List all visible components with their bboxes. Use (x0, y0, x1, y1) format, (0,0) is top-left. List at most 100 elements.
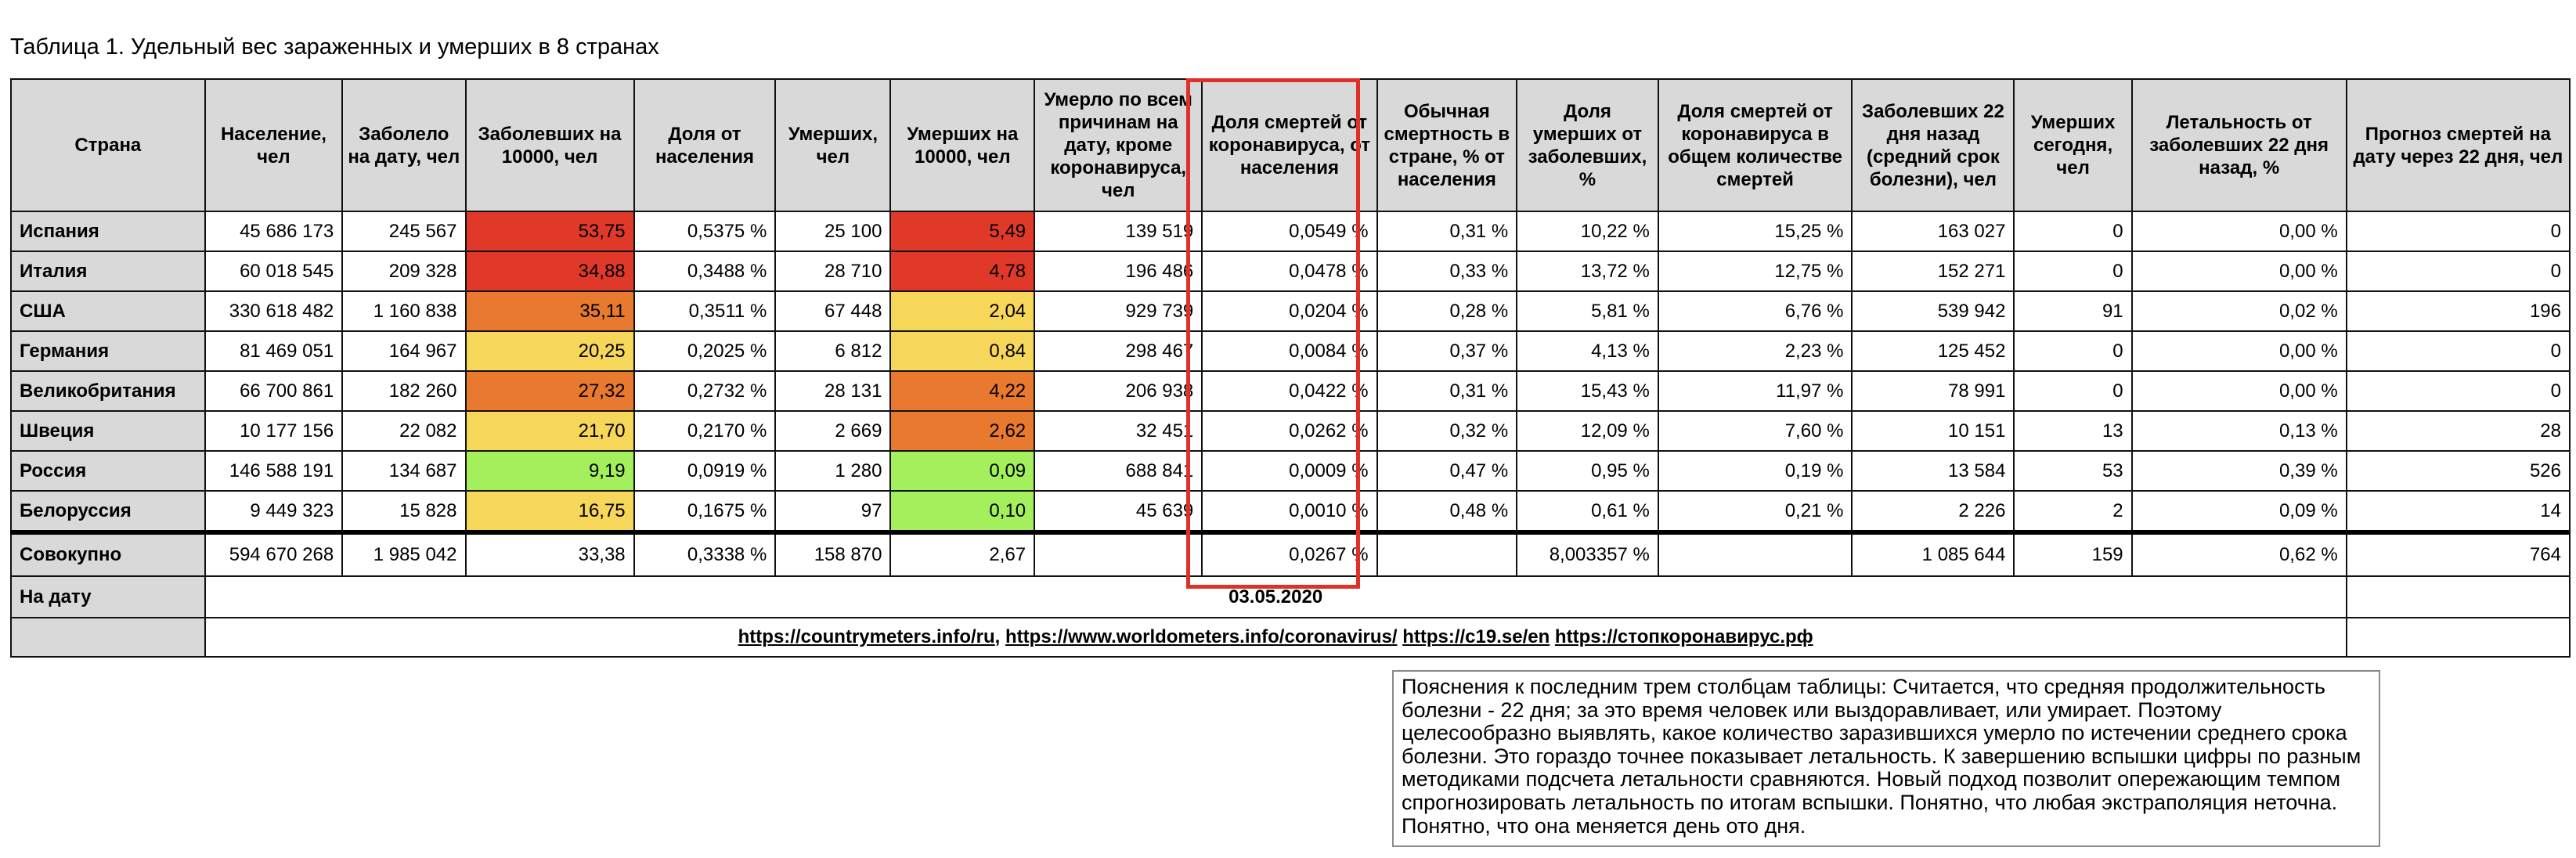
table-cell: 2,62 (889, 410, 1036, 452)
total-cell: 2,67 (889, 530, 1036, 577)
source-links: https://countrymeters.info/ru, https://w… (204, 617, 2347, 658)
table-cell: 0,47 % (1376, 450, 1518, 492)
table-cell: 91 (2013, 290, 2133, 332)
source-link[interactable]: https://countrymeters.info/ru (738, 626, 995, 647)
table-row: Испания 45 686 173 245 567 53,75 0,5375 % 25 … (10, 211, 2571, 252)
table-cell: 10 177 156 (204, 410, 344, 452)
table-cell: 4,22 (889, 370, 1036, 412)
table-cell: 78 991 (1851, 370, 2015, 412)
country-name-cell: Швеция (10, 410, 206, 452)
country-name-cell: Испания (10, 211, 206, 252)
table-cell: 6,76 % (1657, 290, 1853, 332)
table-cell: 0,31 % (1376, 370, 1518, 412)
table-cell: 0,19 % (1657, 450, 1853, 492)
table-cell: 0,61 % (1516, 490, 1659, 533)
table-cell: 0,2170 % (633, 410, 777, 452)
table-cell: 60 018 545 (204, 251, 344, 292)
table-cell: 28 (2345, 410, 2571, 452)
table-cell: 45 686 173 (204, 211, 344, 252)
table-cell: 0,33 % (1376, 251, 1518, 292)
empty-cell (2345, 575, 2571, 618)
source-link[interactable]: https://c19.se/en (1402, 626, 1550, 647)
table-cell: 67 448 (774, 290, 892, 332)
table-cell: 0,00 % (2130, 211, 2347, 252)
empty-label-cell (10, 617, 206, 658)
table-cell: 5,81 % (1516, 290, 1659, 332)
sources-row: https://countrymeters.info/ru, https://w… (10, 617, 2571, 658)
table-cell: 0 (2013, 330, 2133, 372)
table-cell: 2 226 (1851, 490, 2015, 533)
table-cell: 34,88 (464, 251, 635, 292)
table-cell: 32 451 (1034, 410, 1203, 452)
total-cell: 8,003357 % (1516, 530, 1659, 577)
explanation-note: Пояснения к последним трем столбцам табл… (1392, 670, 2380, 847)
table-cell: 14 (2345, 490, 2571, 533)
link-separator (1550, 626, 1555, 647)
table-cell: 0,0009 % (1201, 450, 1378, 492)
table-cell: 526 (2345, 450, 2571, 492)
table-cell: 25 100 (774, 211, 892, 252)
total-cell (1657, 530, 1853, 577)
total-cell (1034, 530, 1203, 577)
table-cell: 11,97 % (1657, 370, 1853, 412)
column-header: Страна (10, 78, 206, 212)
table-cell: 1 280 (774, 450, 892, 492)
table-row: США 330 618 482 1 160 838 35,11 0,3511 % 67 4… (10, 290, 2571, 332)
total-cell: 594 670 268 (204, 530, 344, 577)
table-cell: 929 739 (1034, 290, 1203, 332)
table-container: Страна Население, чел Заболело на дату, че… (10, 78, 2571, 658)
table-row: Германия 81 469 051 164 967 20,25 0,2025 % 6 … (10, 330, 2571, 372)
table-cell: 298 467 (1034, 330, 1203, 372)
table-cell: 0,21 % (1657, 490, 1853, 533)
table-cell: 9,19 (464, 450, 635, 492)
table-cell: 0,5375 % (633, 211, 777, 252)
table-cell: 22 082 (341, 410, 467, 452)
table-cell: 196 (2345, 290, 2571, 332)
table-row: Великобритания 66 700 861 182 260 27,32 0,27… (10, 370, 2571, 412)
table-cell: 0,0262 % (1201, 410, 1378, 452)
table-cell: 0,95 % (1516, 450, 1659, 492)
table-cell: 2,04 (889, 290, 1036, 332)
table-cell: 97 (774, 490, 892, 533)
table-cell: 245 567 (341, 211, 467, 252)
column-header: Прогноз смертей на дату через 22 дня, че… (2345, 78, 2571, 212)
column-header: Обычная смертность в стране, % от населе… (1376, 78, 1518, 212)
country-name-cell: Белоруссия (10, 490, 206, 533)
table-cell: 66 700 861 (204, 370, 344, 412)
total-cell: 159 (2013, 530, 2133, 577)
total-cell: 158 870 (774, 530, 892, 577)
table-cell: 0,09 (889, 450, 1036, 492)
table-cell: 196 486 (1034, 251, 1203, 292)
date-label: На дату (10, 575, 206, 618)
table-cell: 0,31 % (1376, 211, 1518, 252)
table-cell: 2,23 % (1657, 330, 1853, 372)
total-cell: 0,0267 % (1201, 530, 1378, 577)
table-cell: 1 160 838 (341, 290, 467, 332)
table-cell: 0 (2013, 251, 2133, 292)
table-cell: 2 669 (774, 410, 892, 452)
country-name-cell: Германия (10, 330, 206, 372)
table-row: Россия 146 588 191 134 687 9,19 0,0919 % 1 28… (10, 450, 2571, 492)
table-cell: 688 841 (1034, 450, 1203, 492)
date-value: 03.05.2020 (204, 575, 2347, 618)
table-cell: 0,02 % (2130, 290, 2347, 332)
table-cell: 0,00 % (2130, 370, 2347, 412)
column-header: Доля смертей от коронавируса, от населен… (1201, 78, 1378, 212)
table-cell: 0,0422 % (1201, 370, 1378, 412)
table-cell: 28 710 (774, 251, 892, 292)
table-cell: 0,13 % (2130, 410, 2347, 452)
table-cell: 20,25 (464, 330, 635, 372)
source-link[interactable]: https://стопкоронавирус.рф (1554, 626, 1813, 647)
table-cell: 10 151 (1851, 410, 2015, 452)
source-link[interactable]: https://www.worldometers.info/coronaviru… (1005, 626, 1398, 647)
table-cell: 2 (2013, 490, 2133, 533)
table-cell: 35,11 (464, 290, 635, 332)
table-cell: 0,00 % (2130, 251, 2347, 292)
table-row: Италия 60 018 545 209 328 34,88 0,3488 % 28 7… (10, 251, 2571, 292)
table-cell: 7,60 % (1657, 410, 1853, 452)
table-cell: 13,72 % (1516, 251, 1659, 292)
table-cell: 0,0204 % (1201, 290, 1378, 332)
table-cell: 0,48 % (1376, 490, 1518, 533)
table-cell: 0,00 % (2130, 330, 2347, 372)
table-cell: 0,32 % (1376, 410, 1518, 452)
